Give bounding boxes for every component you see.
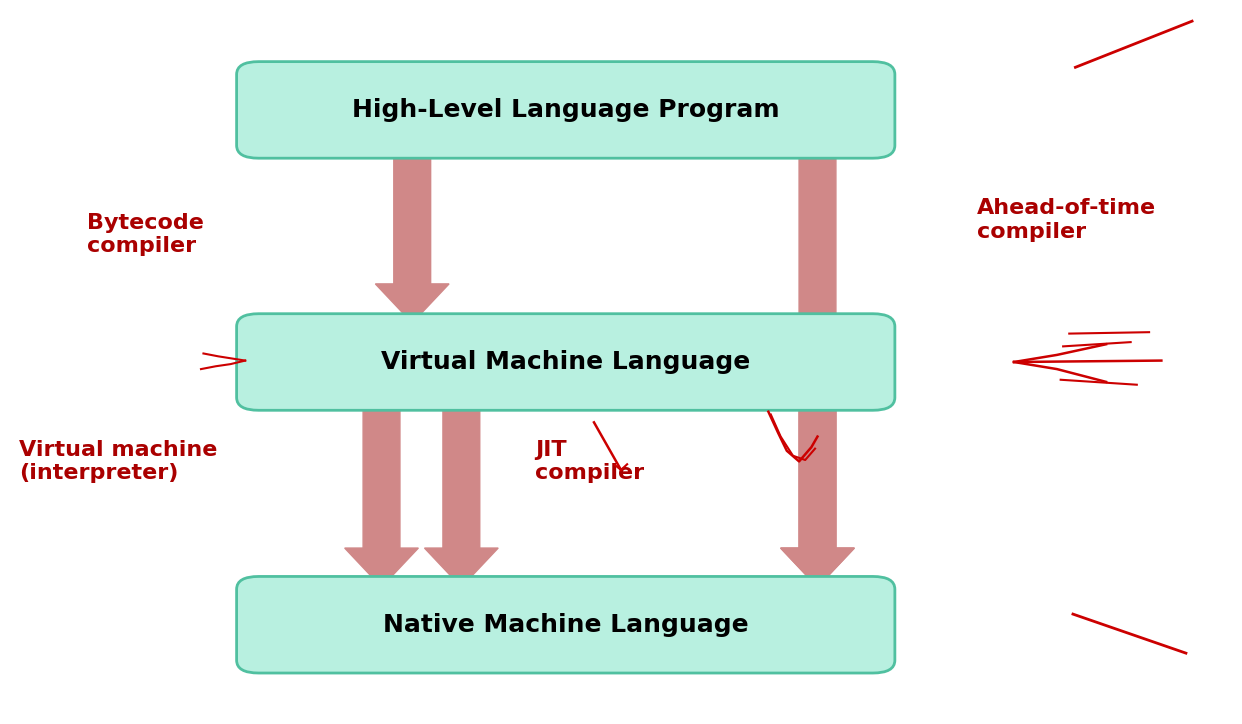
FancyBboxPatch shape [237,576,895,673]
Text: JIT
compiler: JIT compiler [535,439,645,483]
Text: High-Level Language Program: High-Level Language Program [351,98,780,122]
FancyArrow shape [375,146,450,323]
FancyArrow shape [781,146,854,587]
Text: Bytecode
compiler: Bytecode compiler [87,213,204,256]
Text: Ahead-of-time
compiler: Ahead-of-time compiler [977,198,1156,242]
FancyArrow shape [425,397,498,587]
FancyBboxPatch shape [237,313,895,411]
FancyArrow shape [345,397,419,587]
Text: Virtual Machine Language: Virtual Machine Language [381,350,750,374]
Text: Virtual machine
(interpreter): Virtual machine (interpreter) [19,439,217,483]
Text: Native Machine Language: Native Machine Language [383,613,749,636]
FancyArrow shape [781,397,854,587]
FancyBboxPatch shape [237,62,895,159]
